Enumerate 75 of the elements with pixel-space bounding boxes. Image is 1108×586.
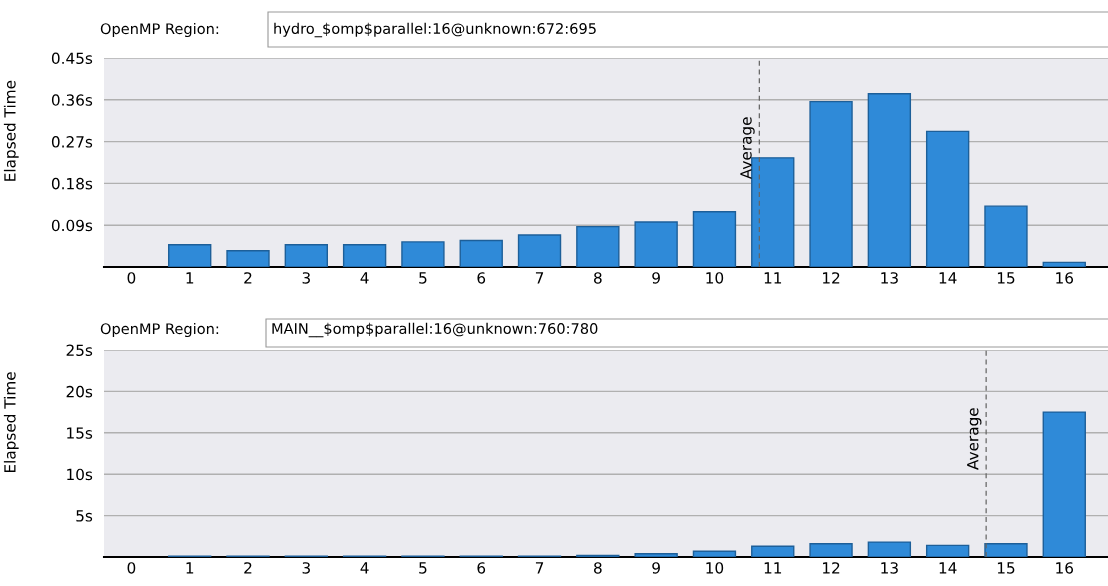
x-tick-label: 5 xyxy=(419,272,427,284)
x-tick-label: 16 xyxy=(1056,272,1074,284)
chart-title: OpenMP Region: xyxy=(100,22,219,38)
x-tick-label: 6 xyxy=(477,562,486,574)
bar xyxy=(925,130,970,267)
ref-line-label: Average xyxy=(740,117,755,180)
bar xyxy=(984,205,1028,267)
bar xyxy=(517,234,562,267)
bar xyxy=(342,244,387,267)
y-tick-label: 5s xyxy=(76,510,93,522)
x-tick-label: 12 xyxy=(823,562,840,574)
x-tick-label: 11 xyxy=(764,272,782,284)
x-tick-label: 5 xyxy=(419,562,427,574)
x-tick-label: 4 xyxy=(360,272,369,284)
x-tick-label: 14 xyxy=(939,272,957,284)
y-tick-label: 0.09s xyxy=(51,219,93,232)
x-tick-label: 13 xyxy=(881,562,898,574)
bar xyxy=(401,241,445,267)
x-tick-label: 6 xyxy=(477,272,486,284)
x-tick-label: 10 xyxy=(706,562,724,574)
bar xyxy=(692,550,737,557)
bar xyxy=(984,543,1028,557)
y-tick-label: 10s xyxy=(67,468,93,481)
bar xyxy=(1042,261,1086,267)
bar xyxy=(751,545,795,557)
y-axis-title: Elapsed Time xyxy=(3,372,19,473)
x-tick-label: 3 xyxy=(302,562,310,574)
bar xyxy=(867,93,912,267)
bar xyxy=(226,250,270,267)
bar xyxy=(692,211,737,267)
x-tick-label: 2 xyxy=(244,272,252,284)
chart-title: OpenMP Region: xyxy=(100,322,219,338)
bar xyxy=(284,244,329,267)
bar xyxy=(867,541,912,557)
bar xyxy=(809,543,853,557)
y-tick-label: 0.36s xyxy=(51,94,93,106)
x-tick-label: 1 xyxy=(186,562,194,574)
bar xyxy=(809,100,853,267)
x-tick-label: 7 xyxy=(535,272,544,284)
x-tick-label: 8 xyxy=(594,272,602,284)
x-tick-label: 10 xyxy=(706,272,724,284)
chart-subtitle: hydro_$omp$parallel:16@unknown:672:695 xyxy=(274,22,596,38)
x-tick-label: 3 xyxy=(302,272,310,284)
bar xyxy=(634,221,678,267)
bar xyxy=(168,244,212,267)
x-tick-label: 0 xyxy=(127,272,136,284)
x-tick-label: 12 xyxy=(823,272,840,284)
y-tick-label: 25s xyxy=(66,344,93,357)
x-tick-label: 9 xyxy=(652,562,660,574)
x-tick-label: 9 xyxy=(652,272,660,284)
x-tick-label: 16 xyxy=(1056,562,1074,574)
y-tick-label: 15s xyxy=(67,427,93,439)
x-tick-label: 8 xyxy=(594,562,602,574)
chart-subtitle: MAIN__$omp$parallel:16@unknown:760:780 xyxy=(272,322,598,338)
y-tick-label: 0.45s xyxy=(51,52,93,65)
x-tick-label: 1 xyxy=(186,272,194,284)
x-tick-label: 2 xyxy=(244,562,252,574)
x-tick-label: 4 xyxy=(360,562,369,574)
bar xyxy=(925,544,970,557)
x-tick-label: 11 xyxy=(764,562,782,574)
ref-line-label: Average xyxy=(967,408,982,470)
bar xyxy=(1042,411,1086,557)
y-tick-label: 0.18s xyxy=(51,177,93,190)
bar xyxy=(576,225,620,267)
y-tick-label: 20s xyxy=(66,385,93,398)
x-tick-label: 15 xyxy=(997,562,1015,574)
x-tick-label: 13 xyxy=(881,272,898,284)
x-tick-label: 15 xyxy=(997,272,1015,284)
x-tick-label: 7 xyxy=(535,562,544,574)
y-tick-label: 0.27s xyxy=(51,136,93,148)
x-tick-label: 14 xyxy=(939,562,957,574)
y-axis-title: Elapsed Time xyxy=(3,80,19,181)
bar xyxy=(459,239,503,267)
x-tick-label: 0 xyxy=(127,562,136,574)
bar xyxy=(634,552,678,557)
